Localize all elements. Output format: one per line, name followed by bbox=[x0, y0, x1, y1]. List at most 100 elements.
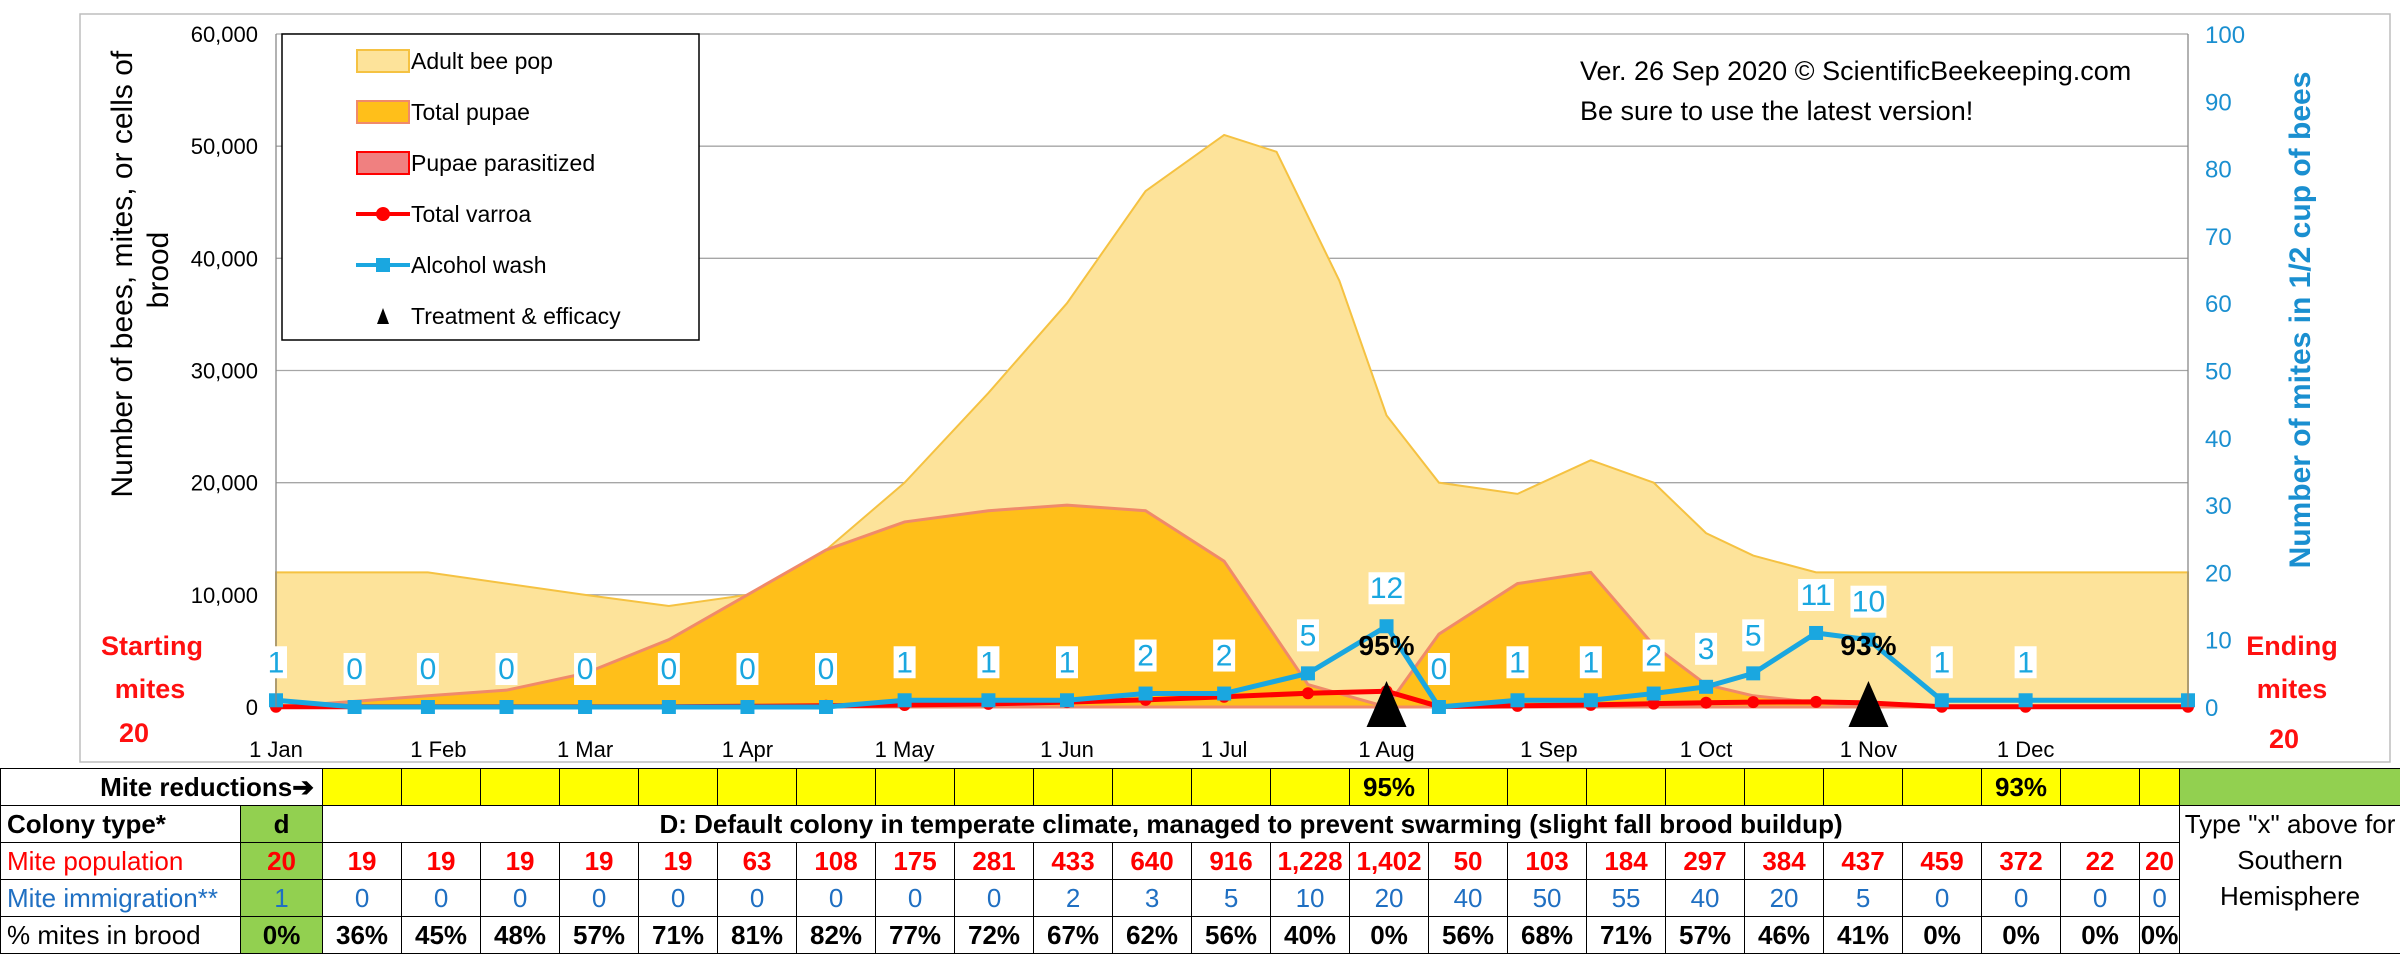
wash-label-bg bbox=[815, 653, 838, 685]
adult-bee-pop-area bbox=[275, 133, 2189, 708]
alcohol-wash-label: 0 bbox=[346, 653, 363, 686]
mite-population-cell: 103 bbox=[1507, 842, 1588, 880]
legend-label: Alcohol wash bbox=[411, 252, 547, 278]
alcohol-wash-point bbox=[1300, 666, 1315, 681]
mite-reduction-cell bbox=[1428, 768, 1509, 806]
total-varroa-point bbox=[1810, 695, 1823, 708]
mite-immigration-cell: 0 bbox=[1981, 879, 2062, 917]
x-tick: 1 Feb bbox=[410, 737, 466, 762]
wash-label-bg bbox=[1055, 646, 1078, 679]
mite-reduction-cell bbox=[1033, 768, 1114, 806]
wash-label-bg bbox=[1798, 578, 1835, 611]
wash-label-bg bbox=[1427, 653, 1450, 685]
pct-brood-cell: 67% bbox=[1033, 916, 1114, 954]
pct-brood-cell: 0% bbox=[2139, 916, 2181, 954]
mite-population-cell: 19 bbox=[559, 842, 640, 880]
y-tick-right: 70 bbox=[2205, 224, 2232, 251]
pct-brood-cell: 56% bbox=[1428, 916, 1509, 954]
mite-population-cell: 19 bbox=[322, 842, 403, 880]
mite-population-label: Mite population bbox=[0, 842, 241, 880]
mite-immigration-cell: 5 bbox=[1823, 879, 1904, 917]
mite-immigration-cell: 0 bbox=[717, 879, 798, 917]
mite-immigration-cell: 0 bbox=[796, 879, 877, 917]
wash-label-bg bbox=[1506, 646, 1529, 679]
wash-label-bg bbox=[1642, 639, 1665, 672]
pct-brood-cell: 77% bbox=[875, 916, 956, 954]
mite-immigration-label: Mite immigration** bbox=[0, 879, 241, 917]
x-tick: 1 Sep bbox=[1520, 737, 1578, 762]
wash-label-bg bbox=[1850, 585, 1887, 618]
reductions-end-cell bbox=[2179, 768, 2400, 806]
alcohol-wash-label: 1 bbox=[1933, 646, 1950, 679]
mite-reduction-cell bbox=[1191, 768, 1272, 806]
legend-label: Total pupae bbox=[411, 99, 530, 125]
mite-reduction-cell bbox=[638, 768, 719, 806]
wash-label-bg bbox=[416, 653, 439, 685]
data-table: Mite reductions➔ 95% 93% Colony type* d D… bbox=[0, 768, 2400, 954]
legend-label: Total varroa bbox=[411, 201, 531, 227]
pct-brood-cell: 71% bbox=[1586, 916, 1667, 954]
y-axis-label-left: Number of bees, mites, or cells of brood bbox=[106, 42, 175, 497]
legend-swatch bbox=[356, 100, 410, 124]
legend-swatch-marker bbox=[376, 207, 390, 221]
x-tick: 1 Jul bbox=[1201, 737, 1247, 762]
mite-reduction-cell bbox=[1744, 768, 1825, 806]
mite-reduction-cell bbox=[2060, 768, 2141, 806]
alcohol-wash-point bbox=[981, 693, 996, 708]
wash-label-bg bbox=[893, 646, 916, 679]
alcohol-wash-label: 0 bbox=[577, 653, 594, 686]
mite-reduction-cell bbox=[322, 768, 403, 806]
alcohol-wash-label: 2 bbox=[1137, 640, 1154, 673]
pct-brood-cell: 41% bbox=[1823, 916, 1904, 954]
alcohol-wash-point bbox=[1431, 700, 1446, 714]
alcohol-wash-point bbox=[1138, 686, 1153, 701]
y-tick-right: 50 bbox=[2205, 359, 2232, 386]
mite-immigration-cell: 0 bbox=[638, 879, 719, 917]
alcohol-wash-label: 2 bbox=[1645, 640, 1662, 673]
pct-brood-cell: 72% bbox=[954, 916, 1035, 954]
alcohol-wash-label: 3 bbox=[1698, 633, 1715, 666]
mite-reduction-cell bbox=[559, 768, 640, 806]
mite-reduction-cell bbox=[1902, 768, 1983, 806]
y-tick-right: 100 bbox=[2205, 22, 2245, 49]
colony-type-label: Colony type* bbox=[0, 805, 241, 843]
alcohol-wash-point bbox=[1646, 686, 1661, 701]
y-tick-left: 30,000 bbox=[191, 359, 258, 384]
mite-immigration-cell: 0 bbox=[480, 879, 561, 917]
pct-brood-start[interactable]: 0% bbox=[239, 916, 324, 954]
ending-mites-line1: Ending bbox=[2246, 631, 2337, 661]
mite-immigration-cell: 10 bbox=[1270, 879, 1351, 917]
alcohol-wash-point bbox=[2018, 693, 2033, 708]
treatment-marker bbox=[1366, 681, 1407, 727]
mite-population-cell: 19 bbox=[638, 842, 719, 880]
mite-population-start[interactable]: 20 bbox=[239, 842, 324, 880]
x-tick: 1 Jun bbox=[1040, 737, 1094, 762]
mite-reduction-cell bbox=[875, 768, 956, 806]
legend-box bbox=[281, 33, 700, 341]
y-tick-right: 80 bbox=[2205, 157, 2232, 184]
wash-label-bg bbox=[343, 653, 366, 685]
y-tick-right: 30 bbox=[2205, 493, 2232, 520]
colony-description: D: Default colony in temperate climate, … bbox=[322, 805, 2181, 843]
pct-brood-cell: 82% bbox=[796, 916, 877, 954]
alcohol-wash-point bbox=[1510, 693, 1525, 708]
mite-immigration-start[interactable]: 1 bbox=[239, 879, 324, 917]
pct-brood-cell: 48% bbox=[480, 916, 561, 954]
pct-brood-cell: 68% bbox=[1507, 916, 1588, 954]
mite-population-cell: 281 bbox=[954, 842, 1035, 880]
wash-label-bg bbox=[1368, 572, 1405, 605]
colony-type-value[interactable]: d bbox=[239, 805, 324, 843]
y-tick-right: 60 bbox=[2205, 291, 2232, 318]
alcohol-wash-label: 5 bbox=[1300, 619, 1317, 652]
y-tick-left: 50,000 bbox=[191, 134, 258, 159]
mite-immigration-cell: 2 bbox=[1033, 879, 1114, 917]
mite-reduction-cell bbox=[401, 768, 482, 806]
x-tick: 1 Aug bbox=[1358, 737, 1414, 762]
legend-label: Treatment & efficacy bbox=[411, 303, 621, 329]
alcohol-wash-label: 0 bbox=[661, 653, 678, 686]
mite-reduction-cell bbox=[1507, 768, 1588, 806]
starting-mites: Starting mites 20 bbox=[101, 631, 203, 748]
alcohol-wash-label: 0 bbox=[739, 653, 756, 686]
alcohol-wash-point bbox=[1934, 693, 1949, 708]
